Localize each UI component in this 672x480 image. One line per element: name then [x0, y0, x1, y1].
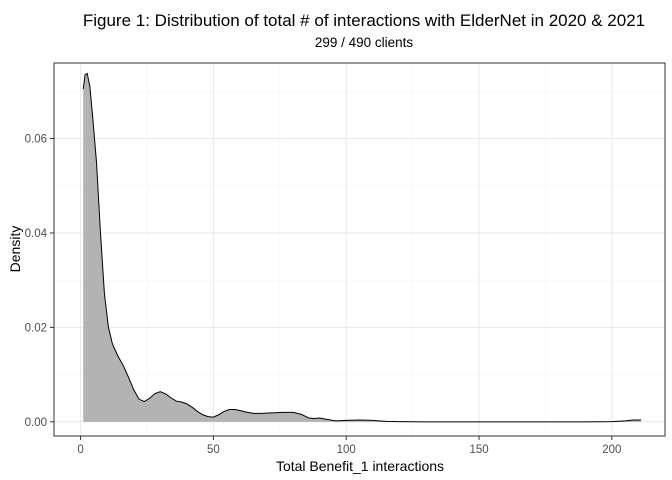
y-tick-label: 0.00: [25, 417, 47, 429]
x-tick-label: 0: [77, 444, 83, 456]
x-tick-label: 50: [207, 444, 220, 456]
x-axis-title: Total Benefit_1 interactions: [276, 458, 444, 474]
density-area: [83, 73, 642, 422]
density-curve: [82, 72, 642, 423]
x-tick-label: 150: [469, 444, 488, 456]
x-axis-ticks: 0 50 100 150 200: [77, 436, 621, 456]
chart-title: Figure 1: Distribution of total # of int…: [83, 11, 645, 30]
y-tick-label: 0.04: [25, 228, 48, 240]
y-tick-label: 0.06: [25, 134, 47, 146]
chart-subtitle: 299 / 490 clients: [315, 35, 414, 50]
x-tick-label: 200: [602, 444, 621, 456]
y-axis-ticks: 0.00 0.02 0.04 0.06: [25, 134, 54, 429]
x-tick-label: 100: [337, 444, 356, 456]
y-tick-label: 0.02: [25, 322, 47, 334]
minor-gridlines: [54, 63, 665, 436]
y-axis-title: Density: [7, 226, 23, 273]
panel-border: [53, 62, 666, 437]
major-gridlines: [54, 63, 665, 436]
